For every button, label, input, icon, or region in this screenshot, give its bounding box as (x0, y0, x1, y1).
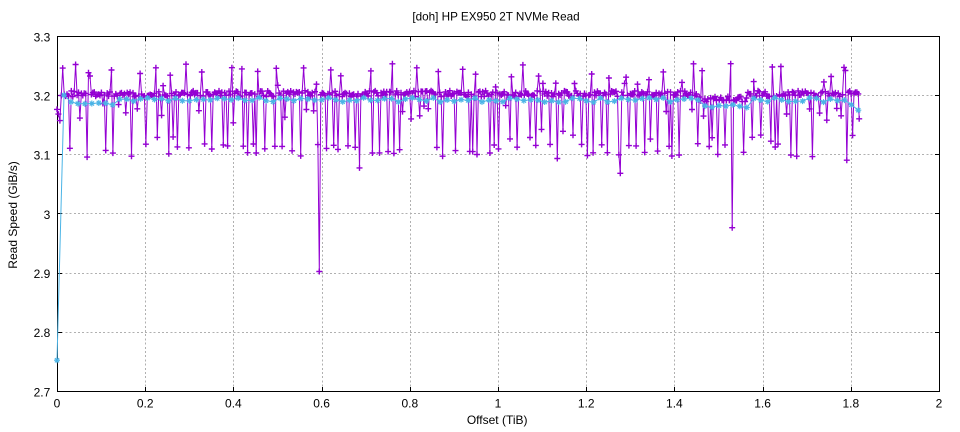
svg-text:3.1: 3.1 (34, 149, 51, 163)
svg-text:1: 1 (495, 397, 502, 411)
svg-text:1.4: 1.4 (666, 397, 683, 411)
svg-text:Read Speed (GiB/s): Read Speed (GiB/s) (6, 161, 20, 268)
svg-text:2.7: 2.7 (34, 385, 51, 399)
svg-text:0.6: 0.6 (313, 397, 330, 411)
svg-text:1.2: 1.2 (578, 397, 595, 411)
svg-text:Offset (TiB): Offset (TiB) (467, 413, 528, 427)
svg-text:1.8: 1.8 (842, 397, 859, 411)
svg-text:2: 2 (936, 397, 943, 411)
svg-text:0: 0 (54, 397, 61, 411)
svg-text:2.8: 2.8 (34, 326, 51, 340)
svg-text:0.4: 0.4 (225, 397, 242, 411)
svg-text:3.3: 3.3 (34, 30, 51, 44)
svg-text:0.8: 0.8 (401, 397, 418, 411)
svg-text:3.2: 3.2 (34, 90, 51, 104)
svg-text:3: 3 (44, 208, 51, 222)
svg-text:[doh] HP EX950 2T NVMe Read: [doh] HP EX950 2T NVMe Read (412, 10, 579, 23)
svg-text:0.2: 0.2 (137, 397, 154, 411)
svg-text:2.9: 2.9 (34, 267, 51, 281)
svg-text:1.6: 1.6 (754, 397, 771, 411)
